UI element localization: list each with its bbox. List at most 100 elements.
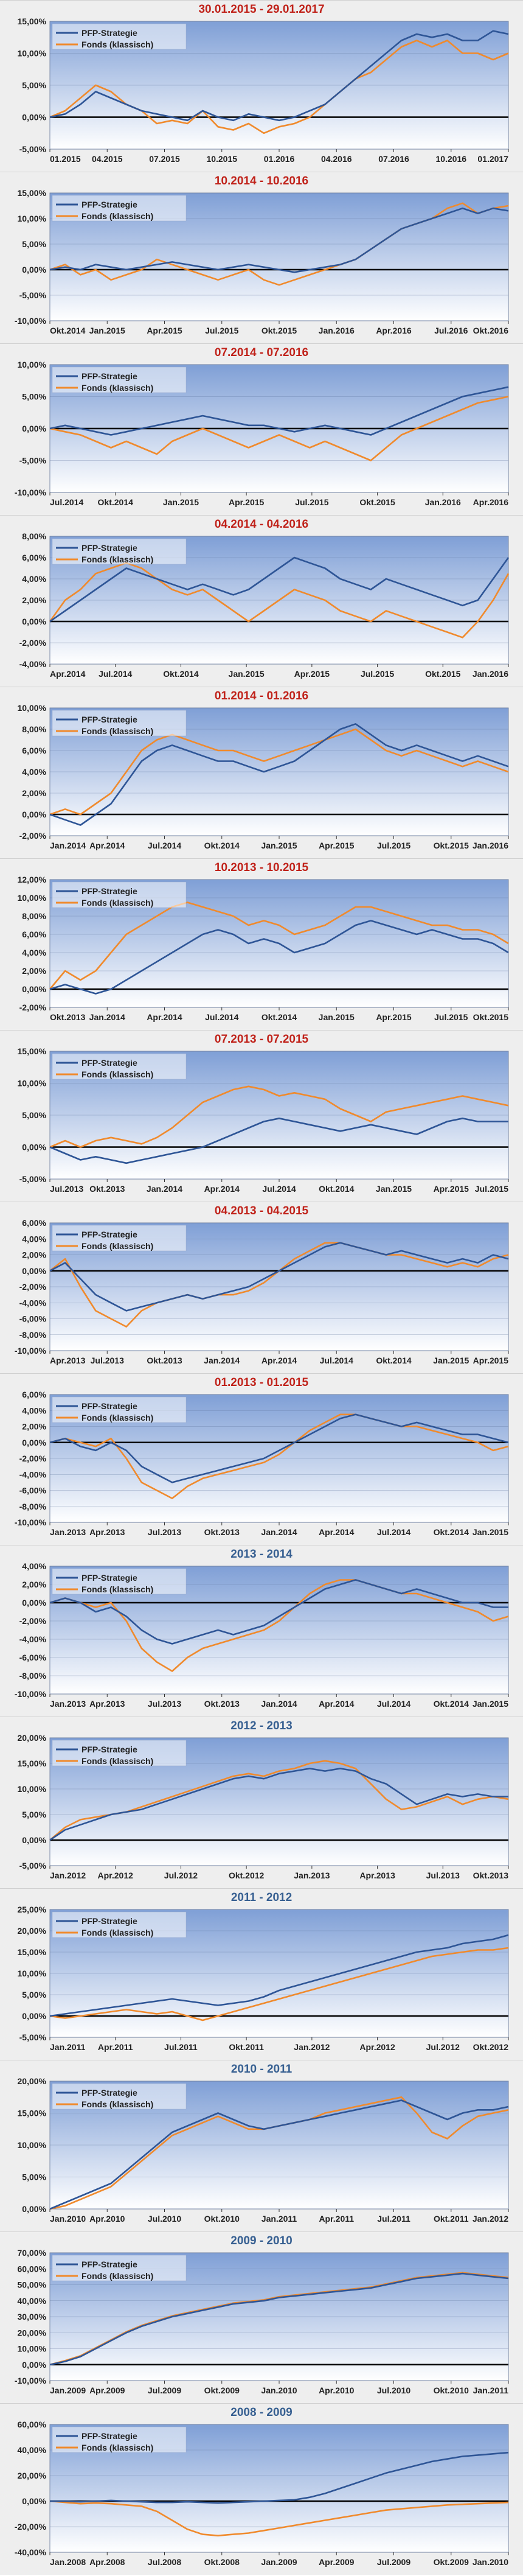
chart-title: 2009 - 2010	[230, 2235, 293, 2247]
y-tick-label: -6,00%	[19, 1653, 47, 1662]
x-tick-label: Okt.2008	[204, 2557, 240, 2567]
y-tick-label: 0,00%	[22, 1598, 46, 1608]
x-tick-label: Jan.2011	[262, 2214, 297, 2224]
x-tick-label: Jul.2014	[50, 497, 83, 507]
y-tick-label: 10,00%	[18, 704, 47, 713]
y-tick-label: 0,00%	[22, 810, 46, 819]
x-tick-label: Apr.2010	[319, 2385, 355, 2395]
x-tick-label: Apr.2013	[50, 1356, 86, 1365]
y-tick-label: -4,00%	[19, 1298, 47, 1307]
series-line-strategy	[49, 556, 510, 623]
y-tick-label: -10,00%	[15, 488, 47, 497]
chart-title: 2011 - 2012	[230, 1891, 293, 1904]
x-tick-label: Jul.2014	[205, 1012, 238, 1022]
x-tick-label: Jan.2011	[473, 2385, 509, 2395]
x-tick-label: Jan.2015	[163, 497, 199, 507]
y-tick-label: 0,00%	[22, 2204, 46, 2214]
x-tick-label: Apr.2014	[147, 1012, 182, 1022]
y-tick-label: 10,00%	[18, 1969, 47, 1978]
x-tick-label: Okt.2010	[204, 2214, 240, 2224]
legend-label-fund: Fonds (klassisch)	[81, 211, 153, 221]
x-tick-label: Jan.2015	[376, 1184, 412, 1194]
x-tick-label: Apr.2015	[147, 326, 182, 335]
x-tick-label: Apr.2012	[359, 2042, 395, 2052]
y-tick-label: -5,00%	[19, 290, 47, 300]
chart-panel: 2013 - 2014 4,00% 2,00% 0,00% -2,00% -4,00% -6…	[0, 1545, 523, 1717]
y-tick-label: -10,00%	[15, 2376, 47, 2385]
chart-title: 2012 - 2013	[230, 1720, 293, 1732]
y-tick-label: 6,00%	[22, 746, 46, 755]
x-tick-label: Okt.2011	[229, 2042, 264, 2052]
series-line-fund	[49, 1579, 509, 1672]
y-tick-label: 4,00%	[22, 767, 46, 777]
y-tick-label: -20,00%	[15, 2522, 47, 2532]
chart-svg: 6,00% 4,00% 2,00% 0,00% -2,00% -4,00% -6,00% -8…	[15, 1219, 509, 1365]
y-tick-label: 0,00%	[22, 113, 46, 122]
chart-title: 01.2013 - 01.2015	[214, 1376, 309, 1389]
x-tick-label: Jul.2013	[148, 1699, 181, 1709]
x-tick-label: Apr.2015	[376, 1012, 412, 1022]
y-tick-label: 4,00%	[22, 1405, 46, 1415]
x-tick-label: Okt.2014	[98, 497, 134, 507]
y-tick-label: 10,00%	[18, 2140, 47, 2150]
x-tick-label: Jul.2015	[295, 497, 328, 507]
series-line-strategy	[49, 1413, 509, 1483]
legend-label-strategy: PFP-Strategie	[81, 1230, 137, 1239]
legend-label-fund: Fonds (klassisch)	[81, 2271, 153, 2281]
chart-svg: 25,00% 20,00% 15,00% 10,00% 5,00% 0,00% -5,00%…	[18, 1906, 509, 2052]
x-tick-label: Okt.2014	[434, 1699, 469, 1709]
y-tick-label: 0,00%	[22, 2496, 46, 2506]
x-tick-label: Jul.2013	[148, 1527, 181, 1537]
x-tick-label: Jan.2013	[294, 1871, 330, 1880]
y-tick-label: 4,00%	[22, 574, 46, 584]
x-tick-label: 10.2015	[206, 154, 237, 164]
x-tick-label: Okt.2015	[473, 1012, 509, 1022]
x-tick-label: Jul.2016	[434, 326, 468, 335]
x-tick-label: Okt.2012	[473, 2042, 509, 2052]
x-tick-label: Apr.2010	[89, 2214, 125, 2224]
x-tick-label: Jan.2010	[50, 2214, 86, 2224]
legend-label-strategy: PFP-Strategie	[81, 715, 137, 724]
chart-panel: 07.2013 - 07.2015 15,00% 10,00% 5,00% 0,00% -…	[0, 1030, 523, 1202]
x-tick-label: Apr.2009	[89, 2385, 125, 2395]
x-tick-label: Okt.2014	[204, 841, 240, 850]
y-tick-label: 2,00%	[22, 1422, 46, 1432]
legend-label-fund: Fonds (klassisch)	[81, 726, 153, 736]
legend-label-fund: Fonds (klassisch)	[81, 1584, 153, 1594]
y-tick-label: 0,00%	[22, 617, 46, 626]
x-tick-label: Okt.2013	[89, 1184, 125, 1194]
x-tick-label: Jan.2010	[473, 2557, 508, 2567]
chart-svg: 10,00% 5,00% 0,00% -5,00% -10,00%Jul.2014 Okt…	[15, 361, 509, 507]
x-tick-label: 07.2015	[149, 154, 180, 164]
x-tick-label: Jan.2013	[50, 1699, 86, 1709]
x-tick-label: Apr.2013	[89, 1699, 125, 1709]
x-tick-label: Apr.2015	[229, 497, 265, 507]
x-tick-label: Jan.2013	[50, 1527, 86, 1537]
x-tick-label: Jan.2012	[473, 2214, 508, 2224]
chart-svg: 6,00% 4,00% 2,00% 0,00% -2,00% -4,00% -6,00% -8…	[15, 1391, 509, 1537]
x-tick-label: 01.2016	[264, 154, 295, 164]
y-tick-label: -10,00%	[15, 1517, 47, 1527]
y-tick-label: -2,00%	[19, 1003, 47, 1012]
x-tick-label: 10.2016	[435, 154, 466, 164]
y-tick-label: 15,00%	[18, 18, 47, 26]
y-tick-label: 25,00%	[18, 1906, 47, 1914]
y-tick-label: 20,00%	[18, 2471, 47, 2480]
y-tick-label: 8,00%	[22, 911, 46, 921]
y-tick-label: 4,00%	[22, 1563, 46, 1571]
legend-label-fund: Fonds (klassisch)	[81, 1756, 153, 1766]
chart-svg: 70,00% 60,00% 50,00% 40,00% 30,00% 20,00% 10,0…	[15, 2249, 509, 2395]
series-line-fund	[49, 1085, 509, 1148]
chart-svg: 12,00% 10,00% 8,00% 6,00% 4,00% 2,00% 0,00% -2,…	[18, 876, 509, 1022]
series-line-fund	[49, 2500, 509, 2536]
y-tick-label: -2,00%	[19, 638, 47, 648]
x-tick-label: Jul.2010	[377, 2385, 410, 2395]
series-line-fund	[49, 396, 509, 461]
x-tick-label: 07.2016	[378, 154, 409, 164]
y-tick-label: 5,00%	[22, 2172, 46, 2182]
